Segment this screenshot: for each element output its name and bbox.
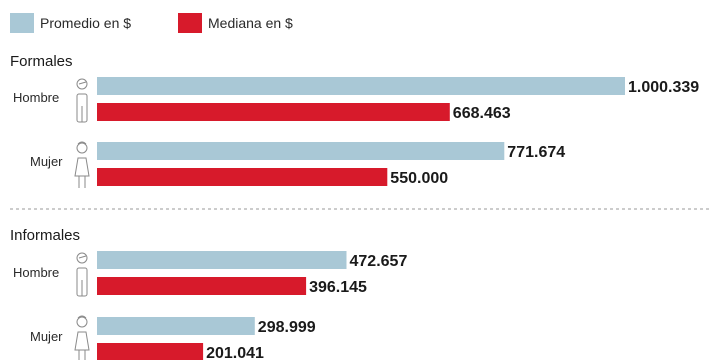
male-figure-icon — [76, 78, 88, 123]
value-label-formales-mujer-mediana: 550.000 — [390, 170, 448, 187]
legend-label-promedio: Promedio en $ — [40, 15, 131, 31]
section-title-informales: Informales — [10, 227, 80, 244]
category-label-informales-hombre: Hombre — [13, 265, 59, 280]
value-label-formales-mujer-promedio: 771.674 — [507, 144, 565, 161]
bar-informales-hombre-promedio — [97, 251, 347, 269]
value-label-formales-hombre-mediana: 668.463 — [453, 105, 511, 122]
category-label-formales-hombre: Hombre — [13, 90, 59, 105]
bar-informales-mujer-mediana — [97, 343, 204, 360]
value-label-formales-hombre-promedio: 1.000.339 — [628, 79, 699, 96]
legend-swatch-mediana — [178, 13, 202, 33]
bar-formales-mujer-mediana — [97, 168, 388, 186]
value-label-informales-hombre-mediana: 396.145 — [309, 279, 367, 296]
value-label-informales-hombre-promedio: 472.657 — [350, 253, 408, 270]
bar-formales-hombre-mediana — [97, 103, 450, 121]
value-label-informales-mujer-promedio: 298.999 — [258, 319, 316, 336]
category-label-formales-mujer: Mujer — [30, 154, 63, 169]
female-figure-icon — [74, 141, 90, 188]
section-title-formales: Formales — [10, 53, 73, 70]
value-label-informales-mujer-mediana: 201.041 — [206, 345, 264, 360]
legend-label-mediana: Mediana en $ — [208, 15, 293, 31]
bar-informales-hombre-mediana — [97, 277, 307, 295]
bar-informales-mujer-promedio — [97, 317, 255, 335]
legend-swatch-promedio — [10, 13, 34, 33]
bar-formales-mujer-promedio — [97, 142, 505, 160]
category-label-informales-mujer: Mujer — [30, 329, 63, 344]
legend: Promedio en $ Mediana en $ — [10, 13, 293, 33]
male-figure-icon — [76, 252, 88, 297]
female-figure-icon — [74, 315, 90, 360]
bar-formales-hombre-promedio — [97, 77, 625, 95]
